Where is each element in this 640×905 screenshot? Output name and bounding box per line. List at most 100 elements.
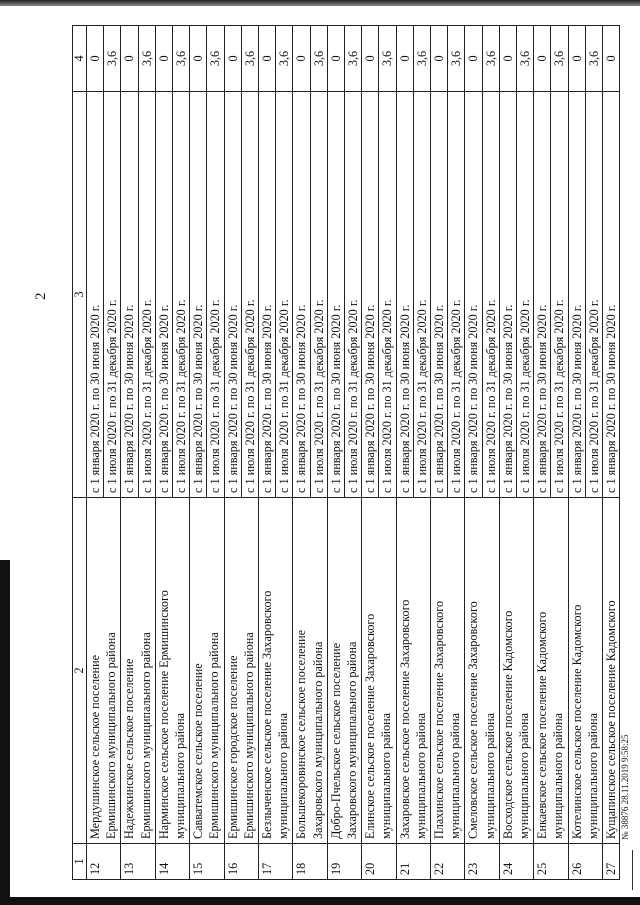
value-cell: 0 3,6 <box>258 25 293 92</box>
period: с 1 июля 2020 г. по 31 декабря 2020 г. <box>206 92 224 497</box>
table-row: 14 Нарминское сельское поселение Ермишинс… <box>155 25 190 880</box>
value: 0 <box>569 55 584 62</box>
value-cell: 0 3,6 <box>568 25 603 92</box>
settlement-name-cell: Безлыченское сельское поселение Захаровс… <box>258 497 293 844</box>
period: с 1 января 2020 г. по 30 июня 2020 г. <box>363 304 378 493</box>
period: с 1 июля 2020 г. по 31 декабря 2020 г. <box>240 92 259 497</box>
table-header-row: 1 2 3 4 <box>72 25 87 880</box>
row-number: 19 <box>327 843 362 880</box>
table-row: 13 Надежкинское сельское поселение Ермишин… <box>120 25 156 880</box>
period: с 1 января 2020 г. по 30 июня 2020 г. <box>122 304 137 493</box>
table-row: 23 Смеловское сельское поселение Захаровс… <box>464 25 500 880</box>
period-cell: с 1 января 2020 г. по 30 июня 2020 г. с 1… <box>533 91 569 498</box>
period-cell: с 1 января 2020 г. по 30 июня 2020 г. с 1… <box>86 91 121 498</box>
value: 0 <box>260 55 275 62</box>
row-number: 12 <box>86 843 121 880</box>
value: 0 <box>604 55 619 62</box>
table-row: 19 Добро-Пчельское сельское поселение Заха… <box>327 25 362 880</box>
settlement-name-line: муниципального района <box>379 712 394 839</box>
value: 0 <box>466 55 481 62</box>
period: с 1 января 2020 г. по 30 июня 2020 г. <box>156 304 171 493</box>
settlement-name-line: Плахинское сельское поселение Захаровско… <box>432 600 447 839</box>
value: 0 <box>535 55 550 62</box>
value: 0 <box>363 55 378 62</box>
value-cell: 0 3,6 <box>533 25 569 92</box>
value: 3,6 <box>550 26 568 91</box>
value-cell: 0 3,6 <box>327 25 362 92</box>
rates-table: 1 2 3 4 12 Мердушинское сельское поселени… <box>72 25 620 880</box>
period-cell: с 1 января 2020 г. по 30 июня 2020 г. с 1… <box>120 91 156 498</box>
header-col-4: 4 <box>72 25 87 92</box>
value: 3,6 <box>344 26 362 91</box>
scan-edge-left <box>0 560 10 905</box>
value: 0 <box>432 55 447 62</box>
value: 0 <box>500 55 515 62</box>
settlement-name-line: Добро-Пчельское сельское поселение <box>328 642 343 839</box>
row-number: 21 <box>396 843 431 880</box>
period: с 1 января 2020 г. по 30 июня 2020 г. <box>397 304 412 493</box>
settlement-name-line: Захаровское сельское поселение Захаровск… <box>397 599 412 839</box>
settlement-name-line: Ермишинского муниципального района <box>207 632 222 839</box>
row-number: 13 <box>120 843 156 880</box>
row-number: 22 <box>430 843 465 880</box>
value: 3,6 <box>309 26 327 91</box>
value-cell: 0 3,6 <box>361 25 397 92</box>
settlement-name-cell: Захаровское сельское поселение Захаровск… <box>396 497 431 844</box>
value-cell: 0 3,6 <box>86 25 121 92</box>
value: 0 <box>156 55 171 62</box>
scan-edge-top <box>0 0 640 6</box>
value: 3,6 <box>206 26 224 91</box>
settlement-name-line: Ермишинское городское поселение <box>225 655 240 840</box>
period-cell: с 1 января 2020 г. по 30 июня 2020 г. с 1… <box>224 91 259 498</box>
settlement-name-line: Елинское сельское поселение Захаровского <box>363 613 378 839</box>
value-cell: 0 3,6 <box>464 25 500 92</box>
period-cell: с 1 января 2020 г. по 30 июня 2020 г. с 1… <box>155 91 190 498</box>
value: 3,6 <box>103 26 121 91</box>
settlement-name-line: муниципального района <box>173 712 188 839</box>
value: 0 <box>294 55 309 62</box>
settlement-name-cell: Елинское сельское поселение Захаровского… <box>361 497 397 844</box>
value: 0 <box>225 55 240 62</box>
settlement-name-line: Смеловское сельское поселение Захаровско… <box>466 601 481 839</box>
value: 3,6 <box>275 26 293 91</box>
value-cell: 0 3,6 <box>430 25 465 92</box>
table-row: 26 Котелинское сельское поселение Кадомск… <box>568 25 603 880</box>
period-cell: с 1 января 2020 г. по 30 июня 2020 г. с 1… <box>464 91 500 498</box>
settlement-name-line: Захаровского муниципального района <box>310 641 325 839</box>
table-row: 12 Мердушинское сельское поселение Ермишин… <box>86 25 121 880</box>
period-cell: с 1 января 2020 г. по 30 июня 2020 г. с 1… <box>327 91 362 498</box>
period: с 1 июля 2020 г. по 31 декабря 2020 г. <box>516 92 534 497</box>
settlement-name-cell: Добро-Пчельское сельское поселение Захаро… <box>327 497 362 844</box>
settlement-name-cell: Енкаевское сельское поселение Кадомского… <box>533 497 569 844</box>
table-row: 17 Безлыченское сельское поселение Захаро… <box>258 25 293 880</box>
period-cell: с 1 января 2020 г. по 30 июня 2020 г. с 1… <box>292 91 328 498</box>
table-row: 21 Захаровское сельское поселение Захаров… <box>396 25 431 880</box>
scan-edge-bottom <box>0 897 640 905</box>
settlement-name-cell: Большекоровинское сельское поселение Заха… <box>292 497 328 844</box>
settlement-name-line: муниципального района <box>413 712 428 839</box>
row-number: 14 <box>155 843 190 880</box>
value: 3,6 <box>172 26 190 91</box>
value-cell: 0 3,6 <box>499 25 534 92</box>
period: с 1 января 2020 г. по 30 июня 2020 г. <box>432 304 447 493</box>
value-cell: 0 3,6 <box>155 25 190 92</box>
header-col-2: 2 <box>72 497 87 844</box>
row-number: 20 <box>361 843 397 880</box>
value: 3,6 <box>240 26 259 91</box>
period: с 1 июля 2020 г. по 31 декабря 2020 г. <box>550 92 568 497</box>
period: с 1 июля 2020 г. по 31 декабря 2020 г. <box>584 92 603 497</box>
settlement-name-line: Восходское сельское поселение Кадомского <box>500 610 515 839</box>
period-cell: с 1 января 2020 г. по 30 июня 2020 г. с 1… <box>430 91 465 498</box>
row-number: 16 <box>224 843 259 880</box>
settlement-name-line: муниципального района <box>448 712 463 839</box>
settlement-name-line: Енкаевское сельское поселение Кадомского <box>535 611 550 839</box>
value: 0 <box>397 55 412 62</box>
settlement-name-line: Большекоровинское сельское поселение <box>294 629 309 839</box>
value: 3,6 <box>516 26 534 91</box>
value-cell: 0 3,6 <box>292 25 328 92</box>
settlement-name-line: Ермишинского муниципального района <box>138 632 153 839</box>
table-row: 22 Плахинское сельское поселение Захаровс… <box>430 25 465 880</box>
value: 3,6 <box>378 26 396 91</box>
settlement-name-cell: Плахинское сельское поселение Захаровско… <box>430 497 465 844</box>
period: с 1 июля 2020 г. по 31 декабря 2020 г. <box>447 92 465 497</box>
